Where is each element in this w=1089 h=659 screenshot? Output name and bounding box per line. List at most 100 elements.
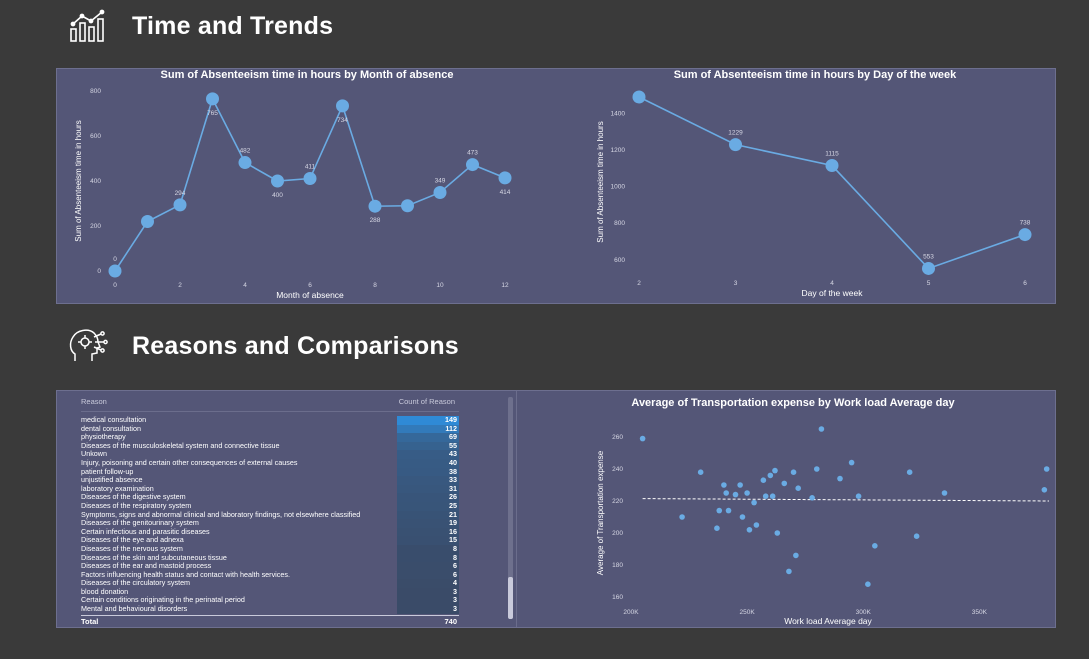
scatter-point [872, 543, 878, 549]
scatter-point [793, 552, 799, 559]
scatter-point [865, 581, 871, 587]
table-scroll-thumb[interactable] [508, 577, 513, 619]
month-x-tick: 12 [501, 282, 509, 289]
scatter-y-tick: 200 [612, 530, 623, 537]
month-data-label: 349 [435, 177, 446, 184]
reason-cell: Symptoms, signs and abnormal clinical an… [81, 510, 361, 519]
scatter-point [790, 469, 797, 475]
weekday-point [825, 159, 839, 173]
weekday-y-tick: 800 [614, 220, 625, 227]
scatter-point [744, 490, 750, 496]
weekday-x-tick: 3 [734, 280, 738, 287]
count-cell: 6 [397, 561, 459, 571]
reason-cell: unjustified absence [81, 476, 143, 485]
table-row[interactable]: Diseases of the digestive system 26 [81, 493, 459, 502]
month-x-tick: 10 [436, 282, 444, 289]
month-x-tick: 8 [373, 282, 377, 289]
reason-cell: Diseases of the skin and subcutaneous ti… [81, 553, 227, 562]
table-row[interactable]: Diseases of the skin and subcutaneous ti… [81, 553, 459, 563]
table-row[interactable]: Unkown 43 [81, 450, 459, 459]
reason-cell: Certain conditions originating in the pe… [81, 596, 245, 605]
table-row[interactable]: unjustified absence 33 [81, 476, 459, 485]
scatter-y-tick: 240 [612, 466, 623, 473]
count-cell: 43 [397, 450, 459, 459]
scatter-point [781, 480, 788, 487]
column-header-count[interactable]: Count of Reason [398, 397, 455, 406]
month-data-label: 0 [113, 256, 117, 263]
table-row[interactable]: blood donation 3 [81, 587, 459, 597]
table-total-row: Total 740 [81, 614, 459, 626]
table-row[interactable]: Diseases of the nervous system 8 [81, 544, 459, 554]
count-cell: 16 [397, 527, 459, 537]
table-row[interactable]: Injury, poisoning and certain other cons… [81, 458, 459, 468]
scatter-y-tick: 260 [612, 434, 623, 441]
weekday-series-line [638, 96, 1026, 270]
scatter-x-axis-label: Work load Average day [784, 616, 872, 626]
bar-chart-icon [66, 6, 110, 46]
table-row[interactable]: Diseases of the eye and adnexa 15 [81, 536, 459, 545]
table-row[interactable]: dental consultation 112 [81, 424, 459, 434]
reason-cell: dental consultation [81, 424, 141, 433]
weekday-x-tick: 4 [830, 280, 834, 287]
reason-cell: Injury, poisoning and certain other cons… [81, 458, 298, 467]
weekday-x-axis-label: Day of the week [802, 288, 864, 298]
table-row[interactable]: Certain conditions originating in the pe… [81, 596, 459, 606]
column-header-reason[interactable]: Reason [81, 397, 107, 406]
table-row[interactable]: physiotherapy 69 [81, 433, 459, 442]
reason-cell: Diseases of the nervous system [81, 544, 183, 553]
scatter-point [739, 514, 746, 520]
count-cell: 25 [397, 501, 459, 511]
total-value: 740 [444, 616, 457, 626]
month-y-tick: 800 [90, 88, 101, 95]
table-row[interactable]: Mental and behavioural disorders 3 [81, 604, 459, 614]
reason-count-table[interactable]: Reason Count of Reason medical consultat… [81, 397, 459, 626]
table-row[interactable]: medical consultation 149 [81, 415, 459, 425]
table-row[interactable]: Diseases of the musculoskeletal system a… [81, 441, 459, 451]
scatter-point [809, 495, 815, 501]
weekday-data-label: 738 [1020, 220, 1031, 227]
table-row[interactable]: Symptoms, signs and abnormal clinical an… [81, 510, 459, 520]
scatter-y-tick: 180 [612, 562, 623, 569]
weekday-y-tick: 1400 [611, 110, 626, 117]
month-data-label: 482 [240, 148, 251, 155]
count-cell: 4 [397, 579, 459, 588]
month-y-axis-label: Sum of Absenteeism time in hours [74, 120, 83, 241]
table-row[interactable]: Diseases of the genitourinary system 19 [81, 519, 459, 528]
scatter-point [746, 527, 753, 533]
scatter-x-tick: 200K [623, 609, 639, 616]
count-cell: 8 [397, 544, 459, 554]
scatter-point [639, 435, 646, 442]
reasons-panel: Reason Count of Reason medical consultat… [56, 390, 1056, 628]
scatter-point [697, 469, 704, 475]
month-point [173, 198, 187, 212]
month-y-tick: 600 [90, 133, 101, 140]
table-row[interactable]: laboratory examination 31 [81, 484, 459, 494]
scatter-x-tick: 300K [856, 609, 872, 616]
weekday-y-tick: 1200 [611, 147, 626, 154]
table-row[interactable]: Diseases of the respiratory system 25 [81, 501, 459, 511]
table-row[interactable]: Diseases of the ear and mastoid process 6 [81, 561, 459, 571]
month-point [141, 215, 154, 228]
reason-cell: Diseases of the eye and adnexa [81, 536, 184, 545]
month-point [238, 156, 252, 170]
month-x-tick: 6 [308, 282, 312, 289]
month-point [433, 185, 447, 199]
table-row[interactable]: Diseases of the circulatory system 4 [81, 579, 459, 588]
weekday-x-tick: 2 [637, 280, 641, 287]
table-header: Reason Count of Reason [81, 397, 459, 412]
scatter-trend-line [642, 498, 1050, 502]
table-row[interactable]: patient follow-up 38 [81, 467, 459, 477]
count-cell: 69 [397, 433, 459, 442]
month-data-label: 414 [500, 189, 511, 196]
month-x-tick: 0 [113, 282, 117, 289]
total-label: Total [81, 616, 99, 626]
weekday-x-tick: 5 [927, 280, 931, 287]
table-row[interactable]: Factors influencing health status and co… [81, 570, 459, 580]
table-row[interactable]: Certain infectious and parasitic disease… [81, 527, 459, 537]
month-point [336, 99, 349, 113]
month-data-label: 765 [207, 110, 218, 117]
count-cell: 38 [397, 467, 459, 477]
reason-cell: Diseases of the respiratory system [81, 501, 192, 510]
table-scrollbar[interactable] [508, 397, 513, 619]
count-cell: 33 [397, 476, 459, 485]
